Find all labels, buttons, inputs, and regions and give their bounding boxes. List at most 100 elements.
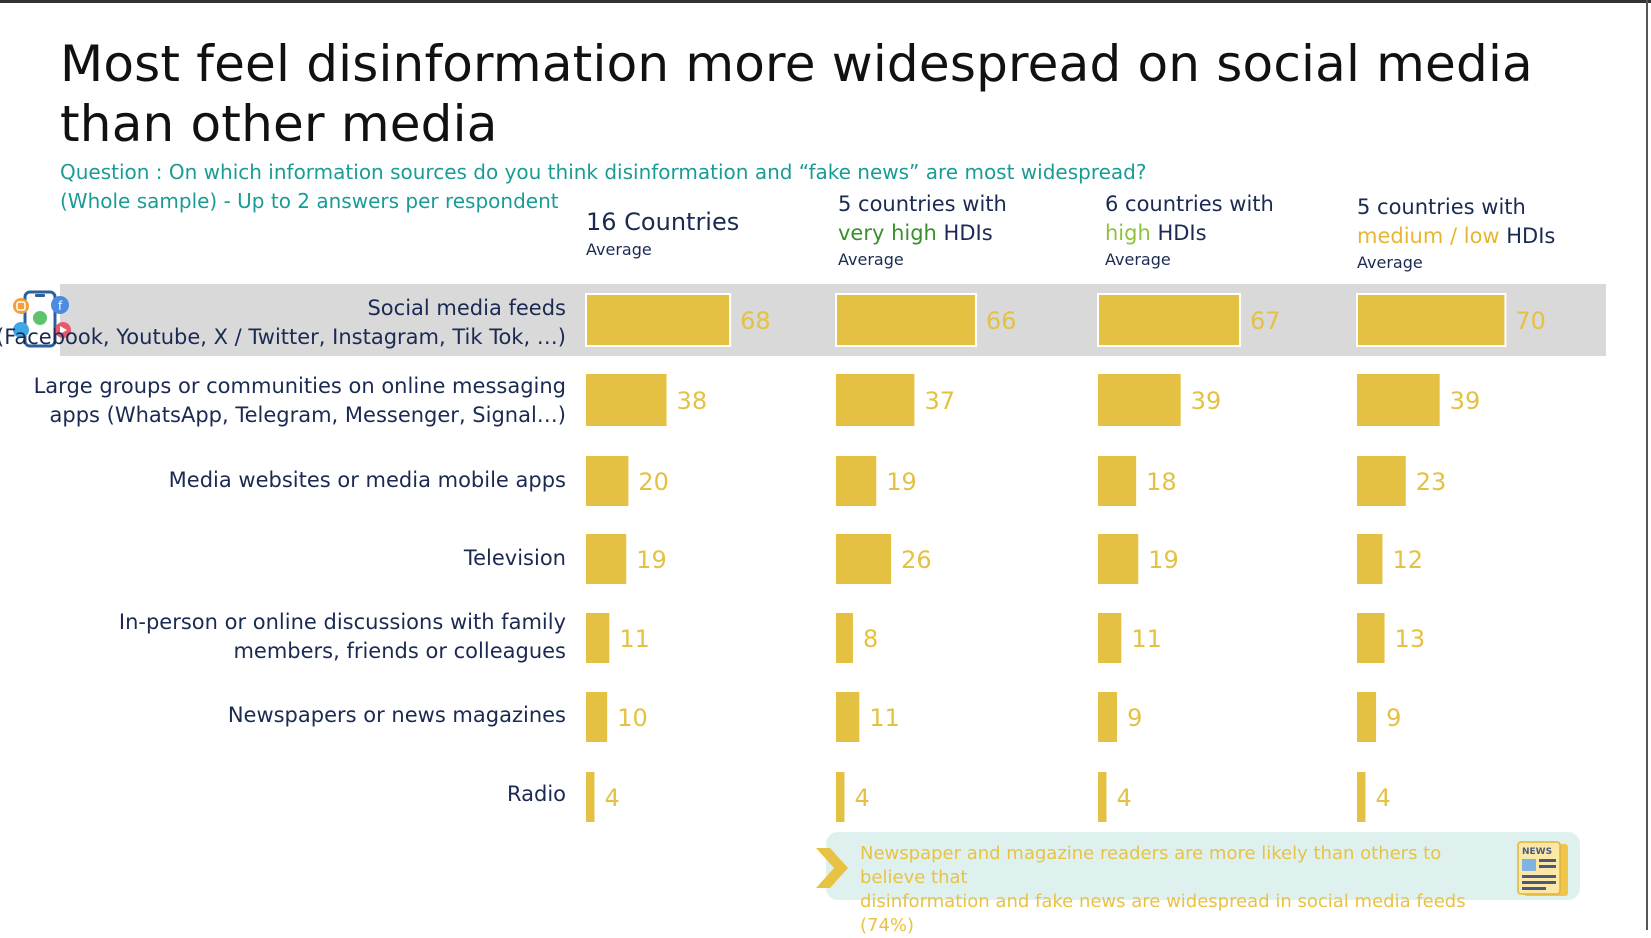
bar-3-2 [1357, 456, 1406, 506]
row-label-discussions: In-person or online discussions with fam… [119, 608, 566, 666]
row-label-messaging-groups: Large groups or communities on online me… [34, 372, 566, 430]
bar-2-0 [1097, 293, 1242, 347]
question-line-2: (Whole sample) - Up to 2 answers per res… [60, 189, 559, 213]
bar-0-6 [586, 772, 595, 822]
callout-line-2: disinformation and fake news are widespr… [860, 891, 1466, 936]
bar-3-4 [1357, 613, 1385, 663]
bar-1-4 [836, 613, 853, 663]
bar-value-label-0-4: 11 [619, 625, 650, 653]
column-header-0: 16 Countries Average [586, 208, 739, 262]
column-header-2: 6 countries with high HDIs Average [1105, 190, 1274, 272]
row-label-media-websites: Media websites or media mobile apps [169, 466, 566, 495]
column-header-3-line1: 5 countries with [1357, 195, 1526, 219]
callout-line-1: Newspaper and magazine readers are more … [860, 843, 1442, 888]
row-label-0-line2: (Facebook, Youtube, X / Twitter, Instagr… [0, 325, 566, 349]
bar-0-3 [586, 534, 627, 584]
bar-value-label-1-2: 19 [886, 468, 917, 496]
column-header-0-average: Average [586, 240, 652, 259]
chart-title: Most feel disinformation more widespread… [60, 35, 1533, 153]
column-header-3: 5 countries with medium / low HDIs Avera… [1357, 193, 1555, 275]
newspaper-icon-label: NEWS [1522, 847, 1552, 857]
bar-value-label-0-2: 20 [638, 468, 669, 496]
bar-3-1 [1357, 374, 1440, 426]
bar-1-5 [836, 692, 860, 742]
column-header-1-line1: 5 countries with [838, 192, 1007, 216]
frame-top-border [0, 0, 1651, 3]
column-header-2-highlight: high [1105, 221, 1151, 245]
bar-0-2 [586, 456, 629, 506]
bar-value-label-1-6: 4 [854, 784, 869, 812]
frame-right-border [1646, 0, 1648, 930]
bar-0-5 [586, 692, 608, 742]
row-label-4-line1: In-person or online discussions with fam… [118, 610, 566, 634]
bar-value-label-1-3: 26 [901, 546, 932, 574]
column-header-3-suffix: HDIs [1499, 224, 1556, 248]
column-header-1-highlight: very high [838, 221, 937, 245]
callout-box [826, 832, 1580, 900]
bar-1-2 [836, 456, 877, 506]
bar-value-label-2-1: 39 [1191, 387, 1222, 415]
question-line-1: Question : On which information sources … [60, 160, 1147, 184]
question-text: Question : On which information sources … [60, 158, 1160, 216]
bar-value-label-2-5: 9 [1127, 704, 1142, 732]
newspaper-icon: NEWS [1517, 841, 1568, 896]
bar-value-label-0-3: 19 [636, 546, 667, 574]
bar-value-label-1-0: 66 [986, 307, 1017, 335]
bar-2-1 [1098, 374, 1181, 426]
row-label-5-line1: Newspapers or news magazines [227, 703, 566, 727]
row-label-3-line1: Television [463, 546, 566, 570]
bar-3-6 [1357, 772, 1366, 822]
row-label-television: Television [464, 544, 566, 573]
bar-2-6 [1098, 772, 1107, 822]
bar-3-3 [1357, 534, 1383, 584]
highlight-band [60, 284, 1606, 356]
bar-value-label-2-4: 11 [1131, 625, 1162, 653]
bar-0-4 [586, 613, 610, 663]
social-media-phone-icon: f [13, 290, 71, 348]
bar-value-label-0-6: 4 [604, 784, 619, 812]
bar-2-4 [1098, 613, 1122, 663]
bar-value-label-3-2: 23 [1416, 468, 1447, 496]
bar-value-label-2-6: 4 [1116, 784, 1131, 812]
row-label-social-media: Social media feeds (Facebook, Youtube, X… [0, 294, 566, 352]
bar-3-5 [1357, 692, 1377, 742]
bar-value-label-1-5: 11 [869, 704, 900, 732]
bar-2-5 [1098, 692, 1118, 742]
bar-value-label-3-1: 39 [1450, 387, 1481, 415]
callout-text: Newspaper and magazine readers are more … [860, 842, 1500, 938]
bar-0-1 [586, 374, 667, 426]
bar-value-label-0-5: 10 [617, 704, 648, 732]
row-label-0-line1: Social media feeds [367, 296, 566, 320]
bar-value-label-3-4: 13 [1395, 625, 1426, 653]
chevron-right-icon [816, 848, 848, 888]
column-header-2-line1: 6 countries with [1105, 192, 1274, 216]
column-header-2-suffix: HDIs [1150, 221, 1207, 245]
bar-value-label-0-0: 68 [740, 307, 771, 335]
svg-text:f: f [58, 299, 63, 313]
column-header-0-line1: 16 Countries [586, 208, 740, 236]
column-header-3-highlight: medium / low [1357, 224, 1500, 248]
bar-value-label-1-1: 37 [924, 387, 955, 415]
row-label-newspapers: Newspapers or news magazines [228, 701, 566, 730]
bar-3-0 [1356, 293, 1507, 347]
row-label-1-line1: Large groups or communities on online me… [33, 374, 566, 398]
column-header-2-average: Average [1105, 250, 1171, 269]
column-header-1: 5 countries with very high HDIs Average [838, 190, 1007, 272]
bar-2-3 [1098, 534, 1139, 584]
column-header-1-suffix: HDIs [936, 221, 993, 245]
row-label-radio: Radio [507, 780, 566, 809]
column-header-1-average: Average [838, 250, 904, 269]
row-label-6-line1: Radio [506, 782, 566, 806]
bar-1-3 [836, 534, 892, 584]
column-header-3-average: Average [1357, 253, 1423, 272]
row-label-1-line2: apps (WhatsApp, Telegram, Messenger, Sig… [49, 403, 567, 427]
bar-0-0 [585, 293, 732, 347]
row-label-4-line2: members, friends or colleagues [233, 639, 566, 663]
bar-value-label-0-1: 38 [677, 387, 708, 415]
bar-1-0 [835, 293, 977, 347]
bar-value-label-2-3: 19 [1148, 546, 1179, 574]
bar-value-label-3-3: 12 [1392, 546, 1423, 574]
bar-1-1 [836, 374, 915, 426]
bar-value-label-2-0: 67 [1250, 307, 1281, 335]
